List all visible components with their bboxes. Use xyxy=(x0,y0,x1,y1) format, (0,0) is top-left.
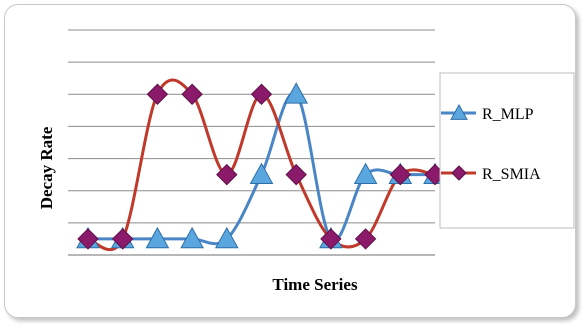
data-point-r_smia xyxy=(250,83,273,105)
data-point-r_mlp xyxy=(145,226,170,249)
data-point-r_smia xyxy=(354,228,377,250)
data-point-r_smia xyxy=(389,163,412,186)
legend-box xyxy=(439,72,575,229)
data-point-r_smia xyxy=(285,163,307,186)
data-point-r_smia xyxy=(320,228,342,250)
data-point-r_mlp xyxy=(214,226,239,249)
legend-marker xyxy=(451,165,467,181)
legend-label: R_SMIA xyxy=(482,166,541,183)
data-point-r_mlp xyxy=(249,162,274,184)
series-markers xyxy=(76,82,447,250)
data-point-r_smia xyxy=(216,163,238,186)
data-point-r_smia xyxy=(77,228,99,250)
data-point-r_mlp xyxy=(180,226,204,249)
gridlines xyxy=(68,29,435,256)
legend-label: R_MLP xyxy=(482,106,534,123)
data-point-r_mlp xyxy=(353,162,378,184)
data-point-r_smia xyxy=(146,83,169,105)
legend-marker xyxy=(450,103,468,120)
x-axis-title: Time Series xyxy=(272,275,358,294)
legend: R_MLP R_SMIA xyxy=(439,72,575,229)
data-point-r_smia xyxy=(181,83,203,105)
y-axis-title: Decay Rate xyxy=(37,126,56,209)
data-point-r_mlp xyxy=(284,82,309,104)
data-point-r_smia xyxy=(111,228,134,250)
